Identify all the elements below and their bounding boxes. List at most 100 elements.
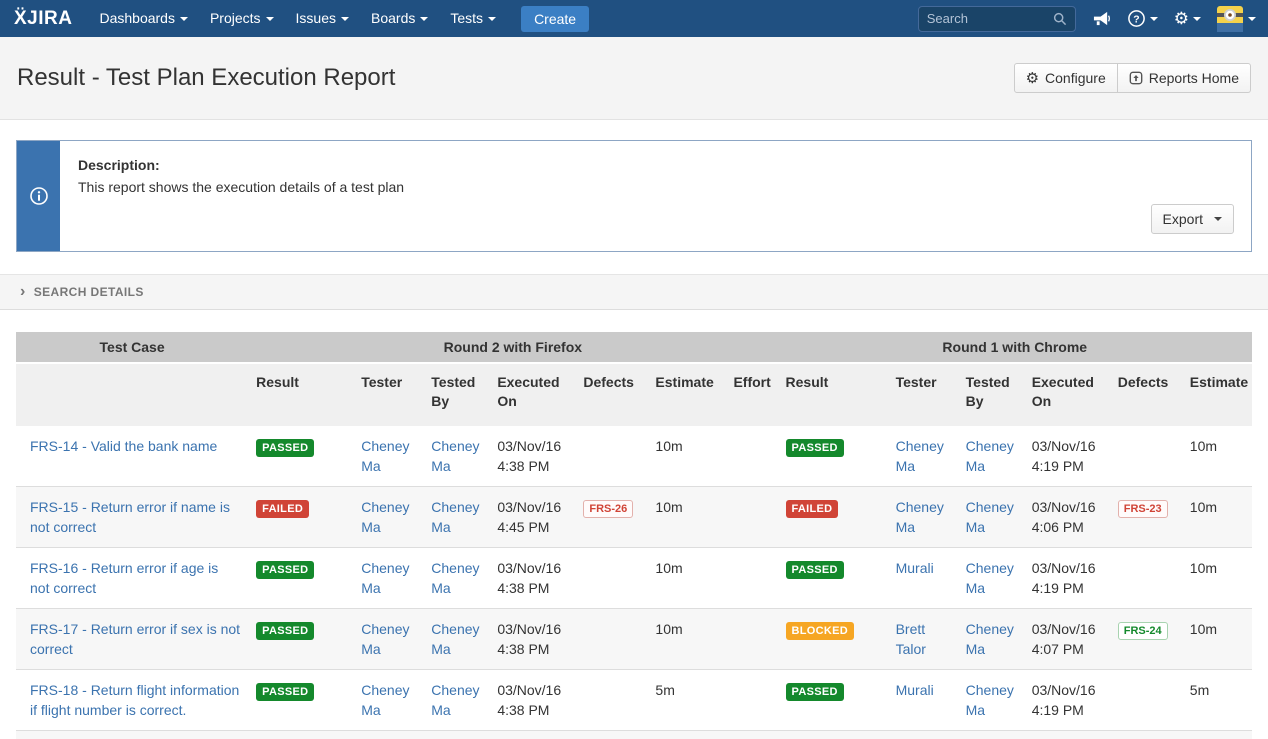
tested-by-link[interactable]: Cheney Ma [966, 682, 1014, 718]
test-case-separator [78, 682, 90, 698]
table-row: FRS-18Return flight information if fligh… [16, 670, 1252, 731]
tester-link[interactable]: Cheney Ma [361, 621, 409, 657]
tester-link[interactable]: Brett Talor [896, 621, 926, 657]
table-row: FRS-15Return error if name is not correc… [16, 487, 1252, 548]
export-label: Export [1163, 211, 1203, 227]
user-menu[interactable] [1217, 6, 1256, 32]
round2-tested-by-cell: Cheney Ma [423, 426, 489, 487]
tester-link[interactable]: Cheney Ma [896, 499, 944, 535]
search-details-toggle[interactable]: SEARCH DETAILS [0, 274, 1268, 310]
tester-link[interactable]: Cheney Ma [361, 438, 409, 474]
test-case-link[interactable]: FRS-15Return error if name is not correc… [30, 499, 230, 535]
reports-home-label: Reports Home [1149, 70, 1239, 86]
tester-link[interactable]: Cheney Ma [896, 438, 944, 474]
status-badge: PASSED [256, 622, 314, 640]
round1-defects-cell [1110, 426, 1182, 487]
round2-defects-cell [575, 609, 647, 670]
nav-item-issues[interactable]: Issues [285, 0, 360, 37]
tested-by-link[interactable]: Cheney Ma [966, 438, 1014, 474]
configure-button[interactable]: ⚙ Configure [1014, 63, 1118, 93]
tested-by-link[interactable]: Cheney Ma [966, 499, 1014, 535]
round2-estimate-cell: 10m [647, 426, 725, 487]
nav-item-tests[interactable]: Tests [439, 0, 507, 37]
round1-result-cell: PASSED [778, 548, 888, 609]
tested-by-link[interactable]: Cheney Ma [966, 621, 1014, 657]
tested-by-link[interactable]: Cheney Ma [431, 438, 479, 474]
column-header: Tested By [423, 363, 489, 426]
chevron-right-icon [20, 285, 26, 299]
help-menu[interactable]: ? [1127, 9, 1158, 28]
round2-result-cell: PASSED [248, 670, 353, 731]
nav-item-projects[interactable]: Projects [199, 0, 285, 37]
test-case-link[interactable]: FRS-16Return error if age is not correct [30, 560, 218, 596]
tested-by-link[interactable]: Cheney Ma [431, 560, 479, 596]
create-button[interactable]: Create [521, 6, 589, 32]
gear-icon: ⚙ [1174, 10, 1189, 27]
nav-item-label: Dashboards [99, 0, 175, 37]
status-badge: BLOCKED [786, 622, 855, 640]
admin-menu[interactable]: ⚙ [1174, 10, 1201, 27]
round2-result-cell: FAILED [248, 487, 353, 548]
nav-item-boards[interactable]: Boards [360, 0, 439, 37]
tester-link[interactable]: Cheney Ma [361, 499, 409, 535]
nav-item-dashboards[interactable]: Dashboards [88, 0, 199, 37]
round1-tester-cell: Murali [888, 670, 958, 731]
tested-by-link[interactable]: Cheney Ma [431, 499, 479, 535]
round2-result-cell: PASSED [248, 609, 353, 670]
column-header: Tester [888, 363, 958, 426]
test-case-key: FRS-16 [30, 560, 78, 576]
gear-icon: ⚙ [1026, 71, 1039, 86]
defect-link[interactable]: FRS-23 [1118, 500, 1168, 518]
group-header-round1: Round 1 with Chrome [778, 332, 1252, 363]
tested-by-link[interactable]: Cheney Ma [431, 621, 479, 657]
reports-home-button[interactable]: Reports Home [1118, 63, 1251, 93]
test-case-link[interactable]: FRS-17Return error if sex is not correct [30, 621, 240, 657]
table-row: FRS-16Return error if age is not correct… [16, 548, 1252, 609]
round1-tested-by-cell: Cheney Ma [958, 731, 1024, 739]
tester-link[interactable]: Murali [896, 682, 934, 698]
round2-estimate-cell: 10m [647, 609, 725, 670]
nav-item-label: Issues [296, 0, 336, 37]
defect-link[interactable]: FRS-24 [1118, 622, 1168, 640]
round1-executed-on-cell: 03/Nov/16 4:07 PM [1024, 609, 1110, 670]
test-case-cell: FRS-14Valid the bank name [16, 426, 248, 487]
test-case-link[interactable]: FRS-14Valid the bank name [30, 438, 217, 454]
page-header: Result - Test Plan Execution Report ⚙ Co… [0, 37, 1268, 120]
round2-tester-cell: Cheney Ma [353, 426, 423, 487]
table-column-header-row: Result Tester Tested By Executed On Defe… [16, 363, 1252, 426]
nav-item-label: Tests [450, 0, 483, 37]
table-row: FRS-19Return an error if flight number i… [16, 731, 1252, 739]
column-header: Tested By [958, 363, 1024, 426]
execution-report-table: Test Case Round 2 with Firefox Round 1 w… [16, 332, 1252, 739]
round2-tested-by-cell: Cheney Ma [423, 609, 489, 670]
round1-estimate-cell: 10m [1182, 548, 1252, 609]
search-input[interactable] [927, 11, 1053, 26]
round1-tester-cell: Brett Talor [888, 609, 958, 670]
test-case-link[interactable]: FRS-18Return flight information if fligh… [30, 682, 239, 718]
round1-executed-on-cell: 03/Nov/16 4:19 PM [1024, 731, 1110, 739]
round1-tested-by-cell: Cheney Ma [958, 487, 1024, 548]
status-badge: FAILED [786, 500, 839, 518]
round2-executed-on-cell: 03/Nov/16 4:38 PM [489, 548, 575, 609]
round2-defects-cell: FRS-26 [575, 487, 647, 548]
tester-link[interactable]: Murali [896, 560, 934, 576]
chevron-down-icon [180, 17, 188, 21]
column-header: Estimate [1182, 363, 1252, 426]
jira-logo[interactable]: ẌJIRA [14, 8, 72, 30]
announcements-button[interactable] [1092, 10, 1111, 27]
export-button[interactable]: Export [1151, 204, 1234, 234]
tester-link[interactable]: Cheney Ma [361, 682, 409, 718]
tested-by-link[interactable]: Cheney Ma [431, 682, 479, 718]
chevron-down-icon [1150, 17, 1158, 21]
round1-tested-by-cell: Cheney Ma [958, 609, 1024, 670]
tested-by-link[interactable]: Cheney Ma [966, 560, 1014, 596]
round2-estimate-cell: 10m [647, 487, 725, 548]
defect-link[interactable]: FRS-26 [583, 500, 633, 518]
round1-result-cell: PASSED [778, 731, 888, 739]
round1-tested-by-cell: Cheney Ma [958, 426, 1024, 487]
tester-link[interactable]: Cheney Ma [361, 560, 409, 596]
column-header: Executed On [1024, 363, 1110, 426]
header-buttons: ⚙ Configure Reports Home [1014, 63, 1251, 93]
round2-result-cell: PASSED [248, 426, 353, 487]
group-header-round2: Round 2 with Firefox [248, 332, 777, 363]
